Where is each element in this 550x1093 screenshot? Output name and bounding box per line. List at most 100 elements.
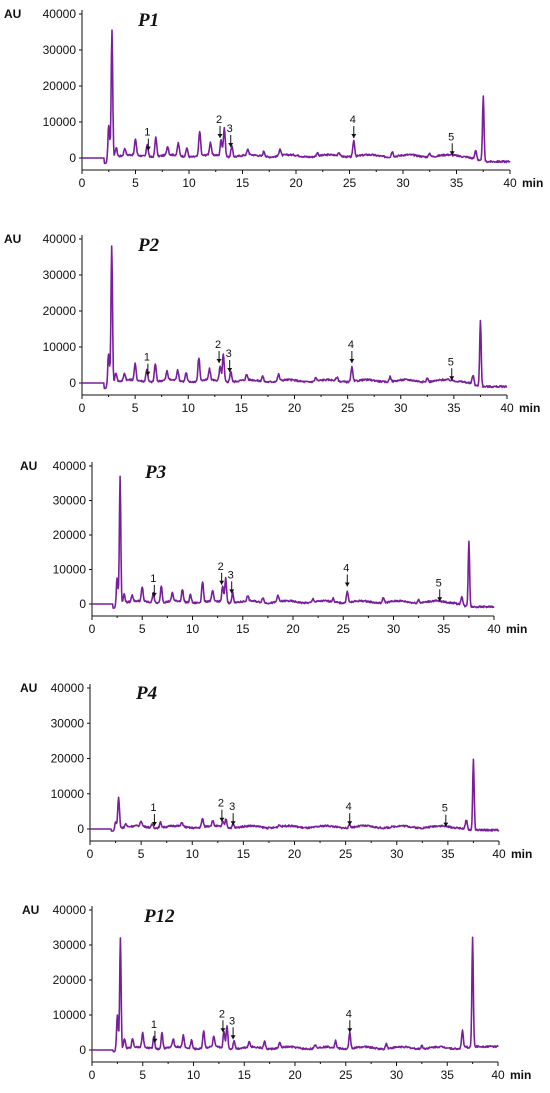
- peak-arrow-head: [216, 359, 222, 363]
- y-tick-label: 20000: [43, 79, 77, 93]
- x-tick-label: 0: [89, 1068, 96, 1082]
- x-tick-label: 40: [500, 401, 514, 415]
- peak-arrow-head: [449, 376, 455, 381]
- peak-label: 1: [150, 573, 156, 585]
- x-tick-label: 0: [89, 622, 96, 636]
- y-tick-label: 20000: [53, 528, 87, 542]
- peak-arrow-head: [219, 580, 225, 585]
- x-tick-label: 30: [390, 1068, 404, 1082]
- chart-title: P2: [137, 235, 160, 256]
- peak-label: 2: [218, 561, 224, 573]
- peak-label: 2: [216, 114, 222, 126]
- y-axis-unit-label: AU: [20, 459, 37, 473]
- peak-arrow-head: [227, 368, 233, 372]
- peak-arrow-head: [220, 1028, 226, 1033]
- y-tick-label: 30000: [43, 43, 77, 57]
- x-tick-label: 15: [237, 847, 251, 861]
- x-tick-label: 35: [450, 176, 464, 190]
- peak-arrow-head: [228, 143, 234, 147]
- peak-arrow-head: [145, 146, 151, 151]
- peak-label: 4: [346, 1008, 352, 1020]
- x-tick-label: 0: [79, 176, 86, 190]
- x-tick-label: 0: [87, 847, 94, 861]
- y-tick-label: 30000: [51, 716, 85, 730]
- y-tick-label: 0: [79, 597, 86, 611]
- x-tick-label: 15: [238, 1068, 252, 1082]
- chromatogram-trace: [91, 475, 495, 609]
- x-tick-label: 35: [441, 1068, 455, 1082]
- x-tick-label: 5: [139, 622, 146, 636]
- chart-title: P4: [135, 683, 157, 704]
- y-axis-unit-label: AU: [22, 903, 39, 917]
- peak-label: 3: [227, 123, 233, 135]
- x-tick-label: 40: [492, 847, 506, 861]
- chart-title: P3: [144, 462, 166, 483]
- y-tick-label: 10000: [43, 340, 77, 354]
- y-tick-label: 40000: [53, 903, 87, 917]
- y-tick-label: 40000: [43, 7, 77, 21]
- peak-arrow-head: [344, 582, 350, 587]
- peak-arrow-head: [152, 1038, 158, 1043]
- peak-arrow-head: [145, 371, 151, 376]
- x-axis-unit-label: min: [511, 847, 532, 861]
- peak-arrow-head: [229, 589, 235, 594]
- peak-arrow-head: [351, 134, 357, 138]
- chart-panel-p12: 0 10000 20000 30000 40000 0 5 10 15 20 25 30 35 40 AU m…: [22, 903, 531, 1082]
- y-axis-unit-label: AU: [4, 7, 21, 21]
- y-tick-label: 20000: [51, 752, 85, 766]
- peak-arrow-head: [217, 134, 223, 138]
- x-tick-label: 15: [235, 401, 249, 415]
- chart-title: P12: [143, 906, 175, 927]
- y-tick-label: 40000: [51, 681, 85, 695]
- x-tick-label: 25: [339, 847, 353, 861]
- peak-label: 3: [229, 801, 235, 813]
- x-tick-label: 5: [139, 1068, 146, 1082]
- peak-label: 4: [343, 562, 349, 574]
- peak-label: 1: [144, 127, 150, 139]
- x-tick-label: 10: [186, 622, 200, 636]
- y-tick-label: 10000: [53, 1008, 87, 1022]
- x-tick-label: 10: [186, 847, 200, 861]
- peak-arrow-head: [219, 817, 225, 822]
- peak-label: 4: [348, 339, 354, 351]
- y-axis-unit-label: AU: [4, 232, 21, 246]
- y-tick-label: 10000: [53, 563, 87, 577]
- peak-label: 3: [228, 569, 234, 581]
- chromatogram-trace: [89, 758, 500, 832]
- x-tick-label: 30: [387, 622, 401, 636]
- peak-arrow-head: [151, 821, 157, 826]
- x-tick-label: 5: [132, 176, 139, 190]
- y-tick-label: 10000: [43, 115, 77, 129]
- peak-arrow-head: [349, 359, 355, 363]
- x-tick-label: 5: [132, 401, 139, 415]
- chromatogram-trace: [91, 936, 499, 1053]
- peak-label: 5: [442, 803, 448, 815]
- y-tick-label: 10000: [51, 787, 85, 801]
- x-axis-unit-label: min: [522, 176, 543, 190]
- y-tick-label: 30000: [43, 268, 77, 282]
- peak-label: 1: [150, 802, 156, 814]
- x-tick-label: 40: [503, 176, 517, 190]
- peak-label: 5: [448, 131, 454, 143]
- peak-arrow-head: [230, 1035, 236, 1040]
- x-tick-label: 30: [390, 847, 404, 861]
- y-tick-label: 0: [69, 376, 76, 390]
- x-tick-label: 25: [337, 622, 351, 636]
- peak-label: 1: [151, 1019, 157, 1031]
- chromatogram-trace: [81, 29, 511, 165]
- peak-label: 1: [144, 352, 150, 364]
- peak-arrow-head: [230, 821, 236, 826]
- x-tick-label: 40: [491, 1068, 505, 1082]
- x-tick-label: 10: [182, 401, 196, 415]
- x-tick-label: 25: [343, 176, 357, 190]
- x-tick-label: 35: [437, 622, 451, 636]
- x-tick-label: 20: [289, 176, 303, 190]
- x-tick-label: 0: [79, 401, 86, 415]
- x-axis-unit-label: min: [506, 622, 527, 636]
- y-tick-label: 20000: [43, 304, 77, 318]
- peak-arrow-head: [151, 592, 157, 597]
- x-tick-label: 20: [288, 401, 302, 415]
